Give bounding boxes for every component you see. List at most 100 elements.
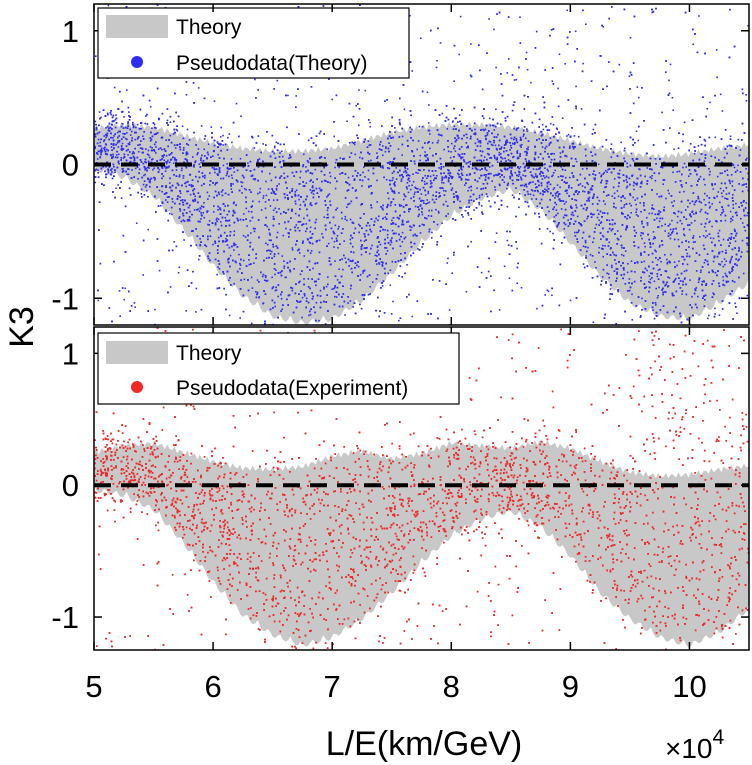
top-data-point [732,203,734,206]
top-data-point [274,289,277,292]
top-data-point [516,179,518,181]
top-data-point [425,155,427,158]
top-data-point [105,127,107,129]
top-data-point [271,150,274,153]
top-data-point [458,114,461,116]
top-data-point [228,279,230,282]
top-data-point [518,167,521,170]
top-data-point [445,200,447,203]
top-data-point [515,78,518,81]
top-data-point [172,162,175,164]
top-data-point [724,272,727,275]
top-data-point [476,187,478,189]
top-data-point [118,130,120,133]
top-data-point [628,278,631,280]
top-data-point [495,66,497,69]
top-data-point [419,154,422,157]
top-data-point [704,192,706,195]
top-data-point [165,154,168,157]
top-data-point [376,179,378,182]
top-data-point [346,219,348,222]
top-data-point [655,250,657,253]
top-data-point [605,169,607,172]
top-data-point [746,157,748,160]
top-data-point [217,142,219,144]
top-data-point [149,105,152,108]
top-data-point [461,153,463,155]
top-data-point [169,153,172,155]
top-data-point [216,220,218,223]
top-data-point [521,143,523,146]
top-data-point [203,216,205,219]
top-data-point [503,176,505,178]
top-data-point [615,268,618,270]
top-data-point [683,234,686,237]
top-data-point [583,190,586,193]
top-data-point [585,23,587,25]
top-data-point [542,191,545,193]
top-data-point [400,252,402,255]
top-data-point [718,239,720,242]
top-data-point [722,238,725,241]
top-data-point [355,104,357,107]
top-data-point [118,139,121,142]
top-data-point [594,177,596,180]
top-panel: 10-1 Theory Pseudodata(Theory) [51,3,750,326]
top-data-point [656,213,659,216]
top-data-point [530,81,532,84]
top-data-point [499,176,502,178]
top-data-point [374,254,377,257]
top-data-point [531,198,533,200]
top-data-point [247,210,250,213]
top-data-point [203,148,206,151]
top-data-point [213,205,215,207]
top-data-point [626,290,629,292]
top-data-point [411,70,413,72]
top-data-point [695,270,698,272]
top-data-point [204,177,206,179]
top-data-point [732,164,735,166]
top-data-point [548,210,550,213]
top-data-point [442,165,445,168]
top-data-point [171,198,174,200]
top-data-point [695,211,697,214]
top-data-point [386,250,389,252]
top-data-point [731,163,734,165]
top-data-point [603,171,605,174]
top-data-point [604,203,606,205]
top-data-point [151,127,153,129]
top-data-point [635,211,637,213]
top-data-point [495,108,497,111]
top-data-point [291,249,294,251]
top-data-point [369,285,371,288]
top-data-point [593,213,595,216]
top-data-point [551,80,554,82]
top-data-point [297,227,299,229]
top-data-point [611,266,613,269]
top-data-point [208,195,211,197]
top-data-point [154,179,156,181]
top-data-point [333,135,335,138]
top-data-point [426,177,428,179]
top-data-point [706,235,709,237]
top-data-point [656,193,658,195]
top-data-point [122,157,125,159]
top-data-point [494,189,497,191]
top-data-point [195,311,197,313]
top-data-point [509,149,511,151]
top-data-point [631,319,634,321]
top-data-point [703,261,706,264]
top-data-point [721,195,724,198]
top-data-point [281,255,284,257]
top-data-point [216,273,218,276]
top-data-point [315,218,318,221]
top-data-point [132,121,134,124]
top-data-point [103,140,105,143]
top-data-point [243,213,245,215]
top-data-point [146,153,149,156]
top-data-point [669,228,672,231]
top-data-point [504,117,507,120]
top-data-point [389,284,392,287]
top-data-point [165,167,167,170]
top-data-point [280,297,283,300]
